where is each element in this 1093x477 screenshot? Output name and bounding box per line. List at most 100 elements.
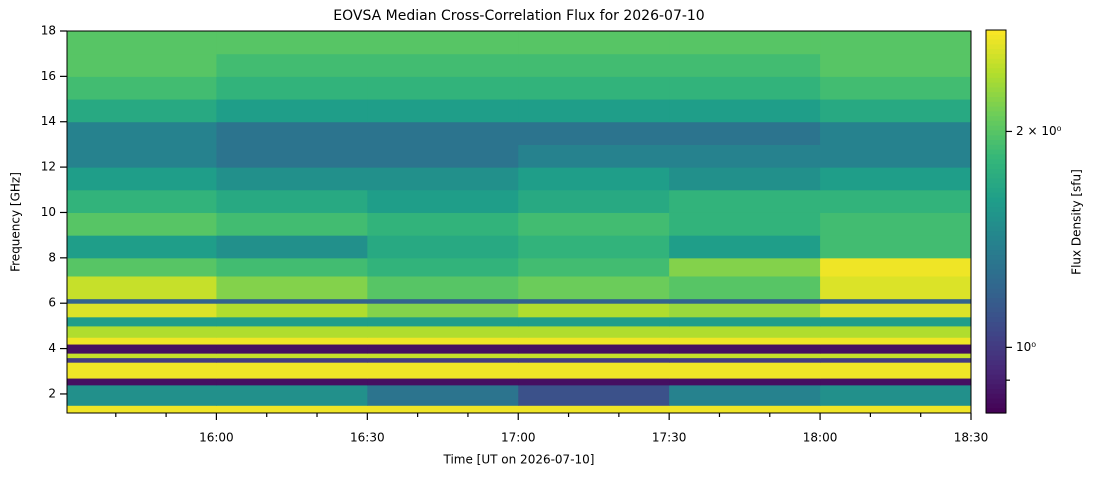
colorbar-segment	[986, 197, 1006, 203]
heatmap-cell	[820, 257, 972, 277]
colorbar-segment	[986, 154, 1006, 160]
colorbar-frame	[985, 29, 1007, 414]
colorbar-segment	[986, 250, 1006, 256]
heatmap-cell	[67, 357, 217, 363]
colorbar-segment	[986, 389, 1006, 395]
heatmap-cell	[67, 344, 217, 354]
colorbar-segment	[986, 331, 1006, 337]
colorbar-segment	[986, 216, 1006, 223]
heatmap-cell	[367, 235, 519, 259]
heatmap-cell	[216, 353, 368, 359]
heatmap-cell	[216, 344, 368, 354]
heatmap-cell	[216, 167, 368, 191]
heatmap-cell	[669, 144, 821, 168]
heatmap-cell	[820, 167, 972, 191]
heatmap-cell	[216, 362, 368, 379]
y-tick-label: 12	[41, 160, 56, 174]
colorbar-segment	[986, 369, 1006, 376]
heatmap-cell	[820, 76, 972, 100]
colorbar-segment	[986, 34, 1006, 41]
heatmap-cell	[518, 76, 670, 100]
heatmap-cell	[669, 31, 821, 55]
heatmap-cell	[216, 325, 368, 338]
heatmap-cell	[518, 212, 670, 236]
heatmap-cell	[216, 303, 368, 318]
colorbar-segment	[986, 58, 1006, 65]
heatmap-cell	[669, 405, 821, 414]
colorbar-segment	[986, 226, 1006, 232]
colorbar-segment	[986, 101, 1006, 108]
colorbar-segment	[986, 39, 1006, 45]
heatmap-cell	[367, 325, 519, 338]
heatmap-cell	[820, 362, 972, 379]
heatmap-cell	[216, 298, 368, 304]
heatmap-cell	[518, 362, 670, 379]
colorbar-segment	[986, 144, 1006, 151]
heatmap-cell	[669, 275, 821, 300]
colorbar-segment	[986, 44, 1006, 50]
heatmap-cell	[67, 121, 217, 145]
colorbar-segment	[986, 379, 1006, 385]
heatmap-cell	[67, 337, 217, 345]
heatmap-cell	[216, 384, 368, 406]
heatmap-cell	[820, 303, 972, 318]
heatmap-cell	[518, 53, 670, 77]
heatmap-cell	[367, 189, 519, 213]
heatmap-cell	[67, 144, 217, 168]
heatmap-cell	[216, 189, 368, 213]
heatmap-cell	[216, 76, 368, 100]
heatmap-cell	[67, 303, 217, 318]
heatmap-cell	[67, 298, 217, 304]
heatmap-cell	[518, 405, 670, 414]
colorbar-segment	[986, 73, 1006, 79]
heatmap-cell	[67, 275, 217, 300]
heatmap-cell	[820, 316, 972, 327]
colorbar-segment	[986, 307, 1006, 314]
y-tick-label: 14	[41, 114, 56, 128]
heatmap-cell	[820, 298, 972, 304]
heatmap-cell	[669, 53, 821, 77]
heatmap-cell	[518, 357, 670, 363]
colorbar-segment	[986, 298, 1006, 304]
heatmap-cell	[669, 212, 821, 236]
colorbar-segment	[986, 360, 1006, 366]
heatmap-cell	[518, 353, 670, 359]
colorbar-segment	[986, 120, 1006, 127]
heatmap-cell	[367, 405, 519, 414]
heatmap-cell	[67, 325, 217, 338]
y-tick-label: 10	[41, 205, 56, 219]
heatmap-cell	[820, 325, 972, 338]
heatmap-cell	[518, 31, 670, 55]
heatmap-cell	[67, 167, 217, 191]
heatmap-cell	[518, 257, 670, 277]
heatmap-cell	[518, 121, 670, 145]
colorbar-segment	[986, 116, 1006, 122]
heatmap-cell	[669, 378, 821, 386]
colorbar-segment	[986, 221, 1006, 227]
heatmap-cell	[216, 316, 368, 327]
heatmap-cell	[669, 167, 821, 191]
heatmap-cell	[367, 53, 519, 77]
heatmap-cell	[669, 303, 821, 318]
heatmap-cell	[216, 53, 368, 77]
colorbar-segment	[986, 240, 1006, 247]
heatmap-cell	[820, 121, 972, 145]
colorbar-segment	[986, 82, 1006, 89]
heatmap-cell	[216, 378, 368, 386]
x-tick-label: 18:00	[803, 431, 838, 445]
heatmap-cell	[820, 189, 972, 213]
colorbar-segment	[986, 231, 1006, 237]
colorbar-segment	[986, 97, 1006, 103]
colorbar-segment	[986, 403, 1006, 409]
colorbar-segment	[986, 317, 1006, 323]
heatmap-cell	[67, 384, 217, 406]
heatmap-cell	[67, 353, 217, 359]
heatmap-cell	[216, 212, 368, 236]
heatmap-cell	[669, 357, 821, 363]
colorbar-segment	[986, 341, 1006, 347]
heatmap-cell	[669, 337, 821, 345]
y-tick-label: 2	[48, 386, 56, 400]
heatmap-cell	[518, 384, 670, 406]
x-tick-label: 17:30	[652, 431, 687, 445]
